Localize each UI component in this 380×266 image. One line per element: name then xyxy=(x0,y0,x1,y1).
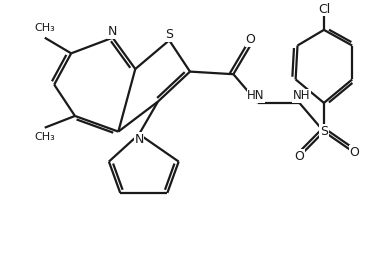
Text: S: S xyxy=(320,125,328,138)
Text: Cl: Cl xyxy=(318,2,330,15)
Text: S: S xyxy=(165,28,173,41)
Text: O: O xyxy=(294,150,304,163)
Text: CH₃: CH₃ xyxy=(35,23,55,33)
Text: CH₃: CH₃ xyxy=(35,132,55,142)
Text: O: O xyxy=(245,33,255,46)
Text: O: O xyxy=(349,146,359,159)
Text: HN: HN xyxy=(247,89,265,102)
Text: N: N xyxy=(135,133,144,146)
Text: NH: NH xyxy=(293,89,310,102)
Text: N: N xyxy=(108,26,117,39)
